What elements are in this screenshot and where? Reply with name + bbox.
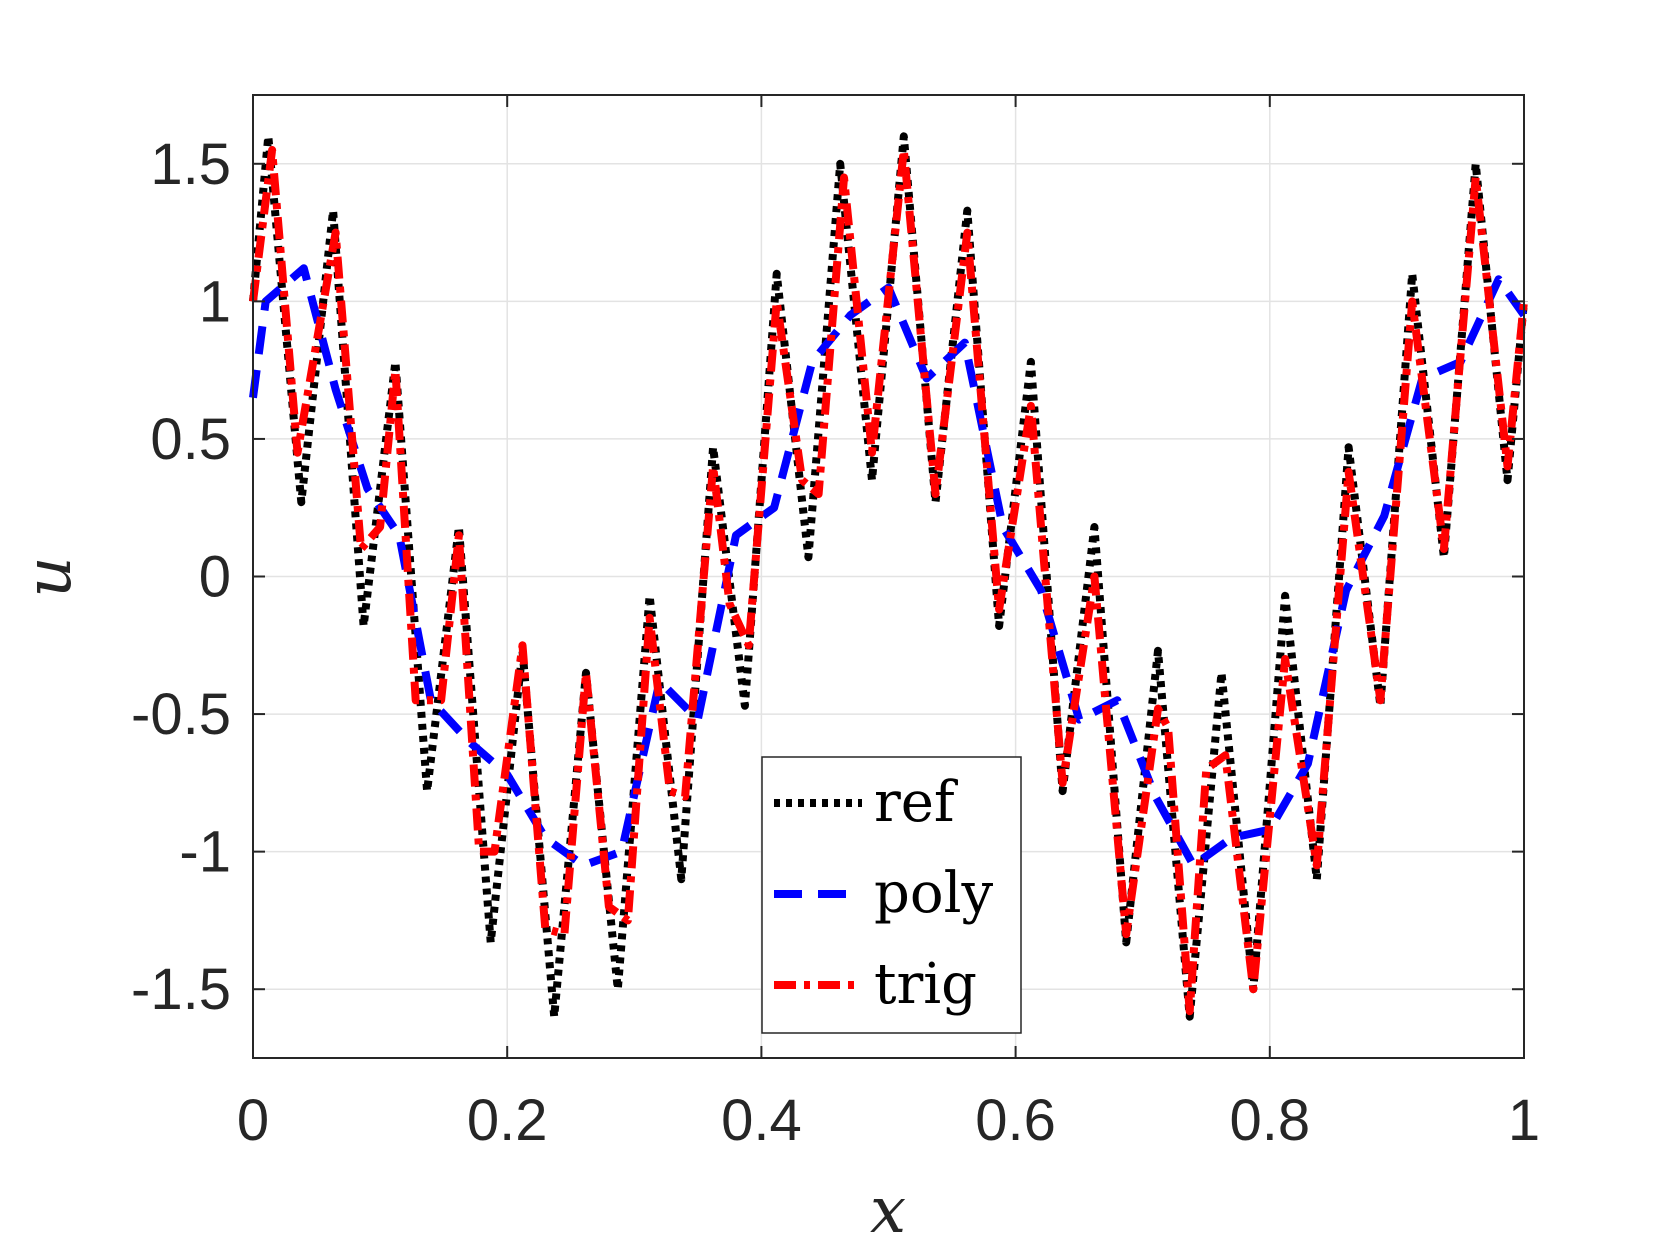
x-tick-label: 0.2 xyxy=(467,1088,548,1153)
y-tick-label: 0.5 xyxy=(150,407,231,472)
x-axis-label: x xyxy=(870,1174,906,1246)
y-tick-labels: -1.5 -1 -0.5 0 0.5 1 1.5 xyxy=(131,132,231,1022)
ticks xyxy=(252,95,1525,1058)
y-tick-label: 1 xyxy=(199,269,231,334)
y-axis-label: u xyxy=(12,556,86,597)
x-tick-label: 0.6 xyxy=(975,1088,1056,1153)
legend-label-trig: trig xyxy=(874,952,977,1017)
y-tick-label: -1.5 xyxy=(131,957,231,1022)
y-tick-label: 0 xyxy=(199,545,231,610)
x-tick-label: 1 xyxy=(1508,1088,1540,1153)
y-tick-label: -1 xyxy=(179,820,231,885)
series-line-poly xyxy=(249,264,1528,870)
series-layer xyxy=(249,132,1528,1021)
x-tick-label: 0.4 xyxy=(721,1088,802,1153)
legend-label-ref: ref xyxy=(874,770,959,835)
x-tick-label: 0.8 xyxy=(1229,1088,1310,1153)
legend-label-poly: poly xyxy=(874,861,993,926)
y-tick-label: -0.5 xyxy=(131,682,231,747)
legend: ref poly trig xyxy=(761,756,1022,1034)
x-tick-labels: 0 0.2 0.4 0.6 0.8 1 xyxy=(237,1088,1540,1153)
x-tick-label: 0 xyxy=(237,1088,269,1153)
y-tick-label: 1.5 xyxy=(150,132,231,197)
